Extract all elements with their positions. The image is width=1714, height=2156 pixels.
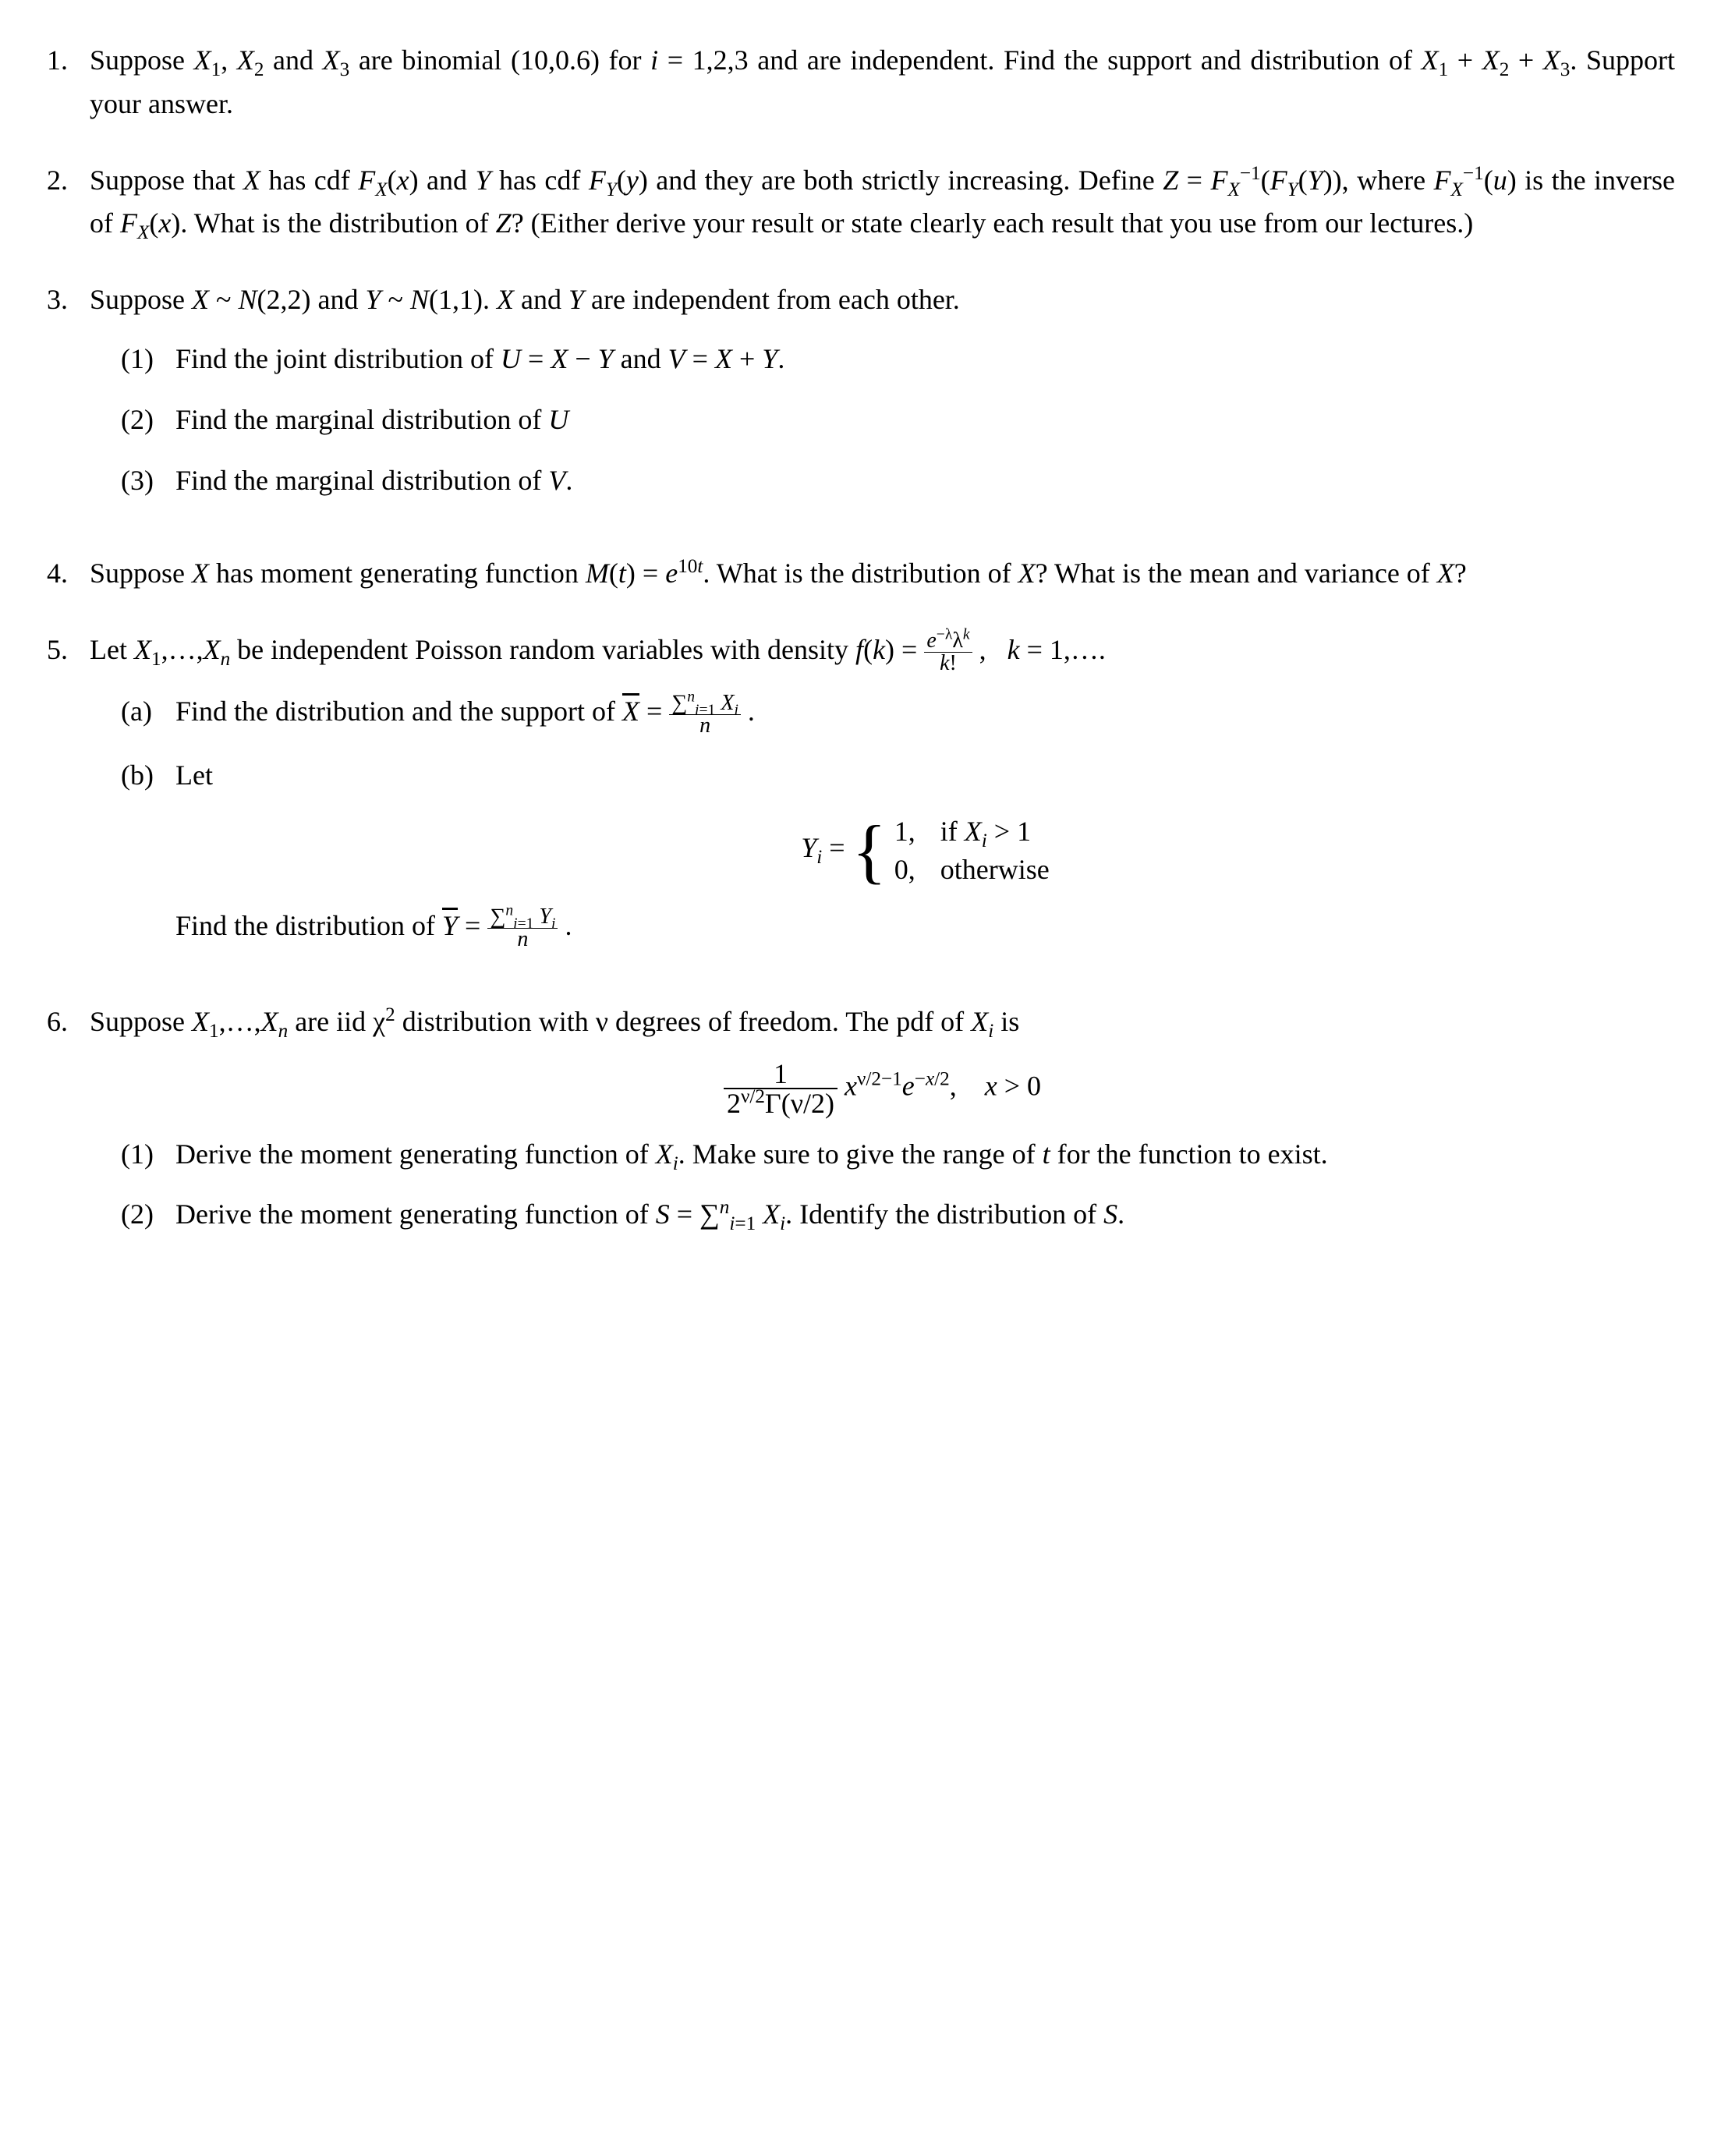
piecewise-brace: { 1, if Xi > 1 0, otherwise	[852, 812, 1050, 888]
subpart-label: (2)	[121, 398, 175, 442]
case-row: 1, if Xi > 1	[894, 812, 1050, 851]
problem-number: 4.	[47, 552, 90, 596]
problem-intro: Suppose X ~ N(2,2) and Y ~ N(1,1). X and…	[90, 278, 1675, 322]
problem-6: 6. Suppose X1,…,Xn are iid χ2 distributi…	[47, 1000, 1675, 1254]
case-value: 0,	[894, 851, 933, 889]
subpart-intro: Let	[175, 759, 213, 791]
piecewise-lhs: Yi =	[801, 832, 845, 863]
problem-number: 2.	[47, 159, 90, 203]
problem-body: Suppose X ~ N(2,2) and Y ~ N(1,1). X and…	[90, 278, 1675, 519]
subpart-label: (1)	[121, 1133, 175, 1177]
case-row: 0, otherwise	[894, 851, 1050, 889]
problem-text: Suppose X has moment generating function…	[90, 552, 1675, 596]
subpart-a: (a) Find the distribution and the suppor…	[121, 690, 1675, 736]
subpart-2: (2) Find the marginal distribution of U	[121, 398, 1675, 442]
subpart-label: (a)	[121, 690, 175, 734]
subpart-label: (3)	[121, 459, 175, 503]
subpart-body: Let Yi = { 1, if Xi > 1	[175, 754, 1675, 951]
subparts: (a) Find the distribution and the suppor…	[90, 690, 1675, 950]
subpart-text: Find the marginal distribution of V.	[175, 459, 1675, 503]
subpart-1: (1) Find the joint distribution of U = X…	[121, 338, 1675, 381]
subpart-1: (1) Derive the moment generating functio…	[121, 1133, 1675, 1177]
subparts: (1) Derive the moment generating functio…	[90, 1133, 1675, 1237]
subpart-text: Derive the moment generating function of…	[175, 1133, 1675, 1177]
problem-intro: Let X1,…,Xn be independent Poisson rando…	[90, 628, 1675, 674]
problem-body: Let X1,…,Xn be independent Poisson rando…	[90, 628, 1675, 968]
problem-number: 3.	[47, 278, 90, 322]
problem-text: Suppose X1, X2 and X3 are binomial (10,0…	[90, 39, 1675, 126]
subpart-tail: Find the distribution of Y = ∑ni=1 Yin .	[175, 905, 1675, 951]
problem-number: 6.	[47, 1000, 90, 1044]
piecewise-definition: Yi = { 1, if Xi > 1 0,	[175, 812, 1675, 888]
pdf-display: 12ν/2Γ(ν/2) xν/2−1e−x/2, x > 0	[90, 1060, 1675, 1117]
problem-list: 1. Suppose X1, X2 and X3 are binomial (1…	[47, 39, 1675, 1254]
problem-1: 1. Suppose X1, X2 and X3 are binomial (1…	[47, 39, 1675, 126]
subpart-b: (b) Let Yi = { 1, if Xi > 1	[121, 754, 1675, 951]
problem-number: 1.	[47, 39, 90, 83]
case-condition: otherwise	[940, 854, 1050, 885]
subpart-text: Find the joint distribution of U = X − Y…	[175, 338, 1675, 381]
problem-text: Suppose that X has cdf FX(x) and Y has c…	[90, 159, 1675, 246]
subpart-text: Find the marginal distribution of U	[175, 398, 1675, 442]
subpart-label: (b)	[121, 754, 175, 798]
problem-body: Suppose X1,…,Xn are iid χ2 distribution …	[90, 1000, 1675, 1254]
case-value: 1,	[894, 812, 933, 851]
problem-2: 2. Suppose that X has cdf FX(x) and Y ha…	[47, 159, 1675, 246]
case-condition: if Xi > 1	[940, 816, 1031, 847]
problem-4: 4. Suppose X has moment generating funct…	[47, 552, 1675, 596]
subpart-text: Derive the moment generating function of…	[175, 1193, 1675, 1237]
subpart-3: (3) Find the marginal distribution of V.	[121, 459, 1675, 503]
subpart-label: (2)	[121, 1193, 175, 1237]
problem-3: 3. Suppose X ~ N(2,2) and Y ~ N(1,1). X …	[47, 278, 1675, 519]
subpart-label: (1)	[121, 338, 175, 381]
subpart-2: (2) Derive the moment generating functio…	[121, 1193, 1675, 1237]
subpart-text: Find the distribution and the support of…	[175, 690, 1675, 736]
problem-5: 5. Let X1,…,Xn be independent Poisson ra…	[47, 628, 1675, 968]
problem-number: 5.	[47, 628, 90, 672]
left-brace-icon: {	[852, 819, 887, 883]
piecewise-cases: 1, if Xi > 1 0, otherwise	[894, 812, 1050, 888]
subparts: (1) Find the joint distribution of U = X…	[90, 338, 1675, 502]
problem-intro: Suppose X1,…,Xn are iid χ2 distribution …	[90, 1000, 1675, 1044]
